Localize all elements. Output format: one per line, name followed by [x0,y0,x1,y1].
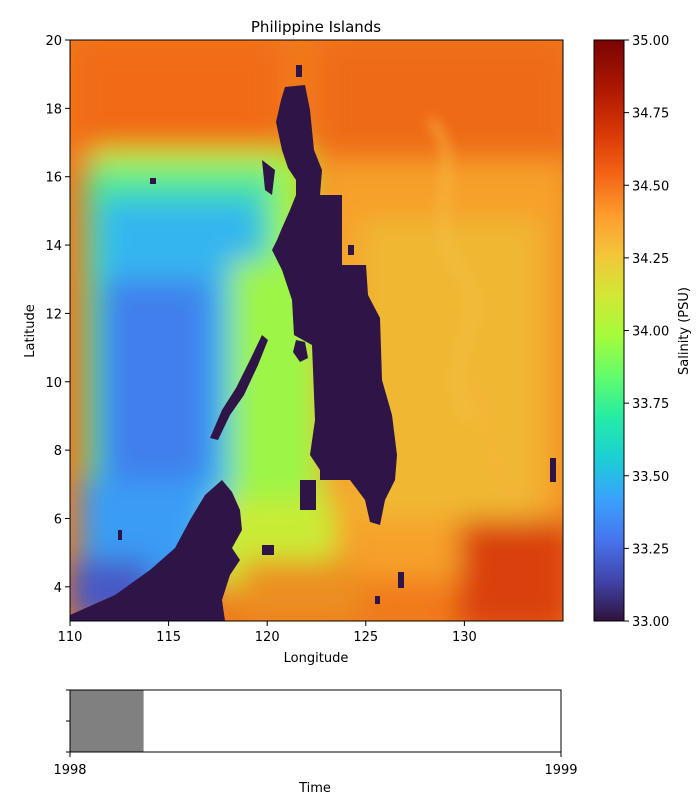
chart-title: Philippine Islands [251,18,381,36]
colorbar-tick-label: 33.25 [632,542,669,557]
time-x-ticks: 1998 1999 [53,752,578,778]
map-frame [69,39,564,622]
y-tick-label: 20 [45,34,62,49]
colorbar-tick-label: 34.25 [632,252,669,267]
colorbar-label: Salinity (PSU) [677,287,692,375]
colorbar-tick-label: 33.00 [632,615,669,630]
time-tick-label: 1999 [544,763,577,778]
y-axis-label: Latitude [23,304,38,358]
y-tick-label: 4 [54,581,62,596]
x-axis-label: Longitude [284,651,349,666]
x-tick-label: 115 [156,630,181,645]
time-axis-frame[interactable] [69,689,562,753]
y-tick-label: 8 [54,444,62,459]
time-tick-label: 1998 [53,763,86,778]
y-tick-label: 18 [45,102,62,117]
x-tick-label: 110 [58,630,83,645]
x-tick-label: 120 [255,630,280,645]
time-progress-fill [70,690,144,752]
colorbar [593,39,625,622]
time-axis-label: Time [298,781,331,796]
map-x-ticks: 110 115 120 125 130 [58,621,477,645]
colorbar-tick-label: 33.75 [632,397,669,412]
colorbar-tick-label: 33.50 [632,470,669,485]
colorbar-tick-label: 34.00 [632,325,669,340]
y-tick-label: 6 [54,512,62,527]
land-mask [70,65,556,621]
y-tick-label: 12 [45,307,62,322]
colorbar-ticks: 33.00 33.25 33.50 33.75 34.00 34.25 34.50 34.75… [624,34,669,630]
x-tick-label: 130 [452,630,477,645]
time-y-ticks [66,689,70,753]
colorbar-tick-label: 34.50 [632,179,669,194]
colorbar-tick-label: 34.75 [632,107,669,122]
y-tick-label: 16 [45,171,62,186]
y-tick-label: 10 [45,376,62,391]
y-tick-label: 14 [45,239,62,254]
colorbar-tick-label: 35.00 [632,34,669,49]
x-tick-label: 125 [353,630,378,645]
salinity-heatmap [70,40,563,621]
map-y-ticks: 4 6 8 10 12 14 16 18 20 [45,34,70,596]
